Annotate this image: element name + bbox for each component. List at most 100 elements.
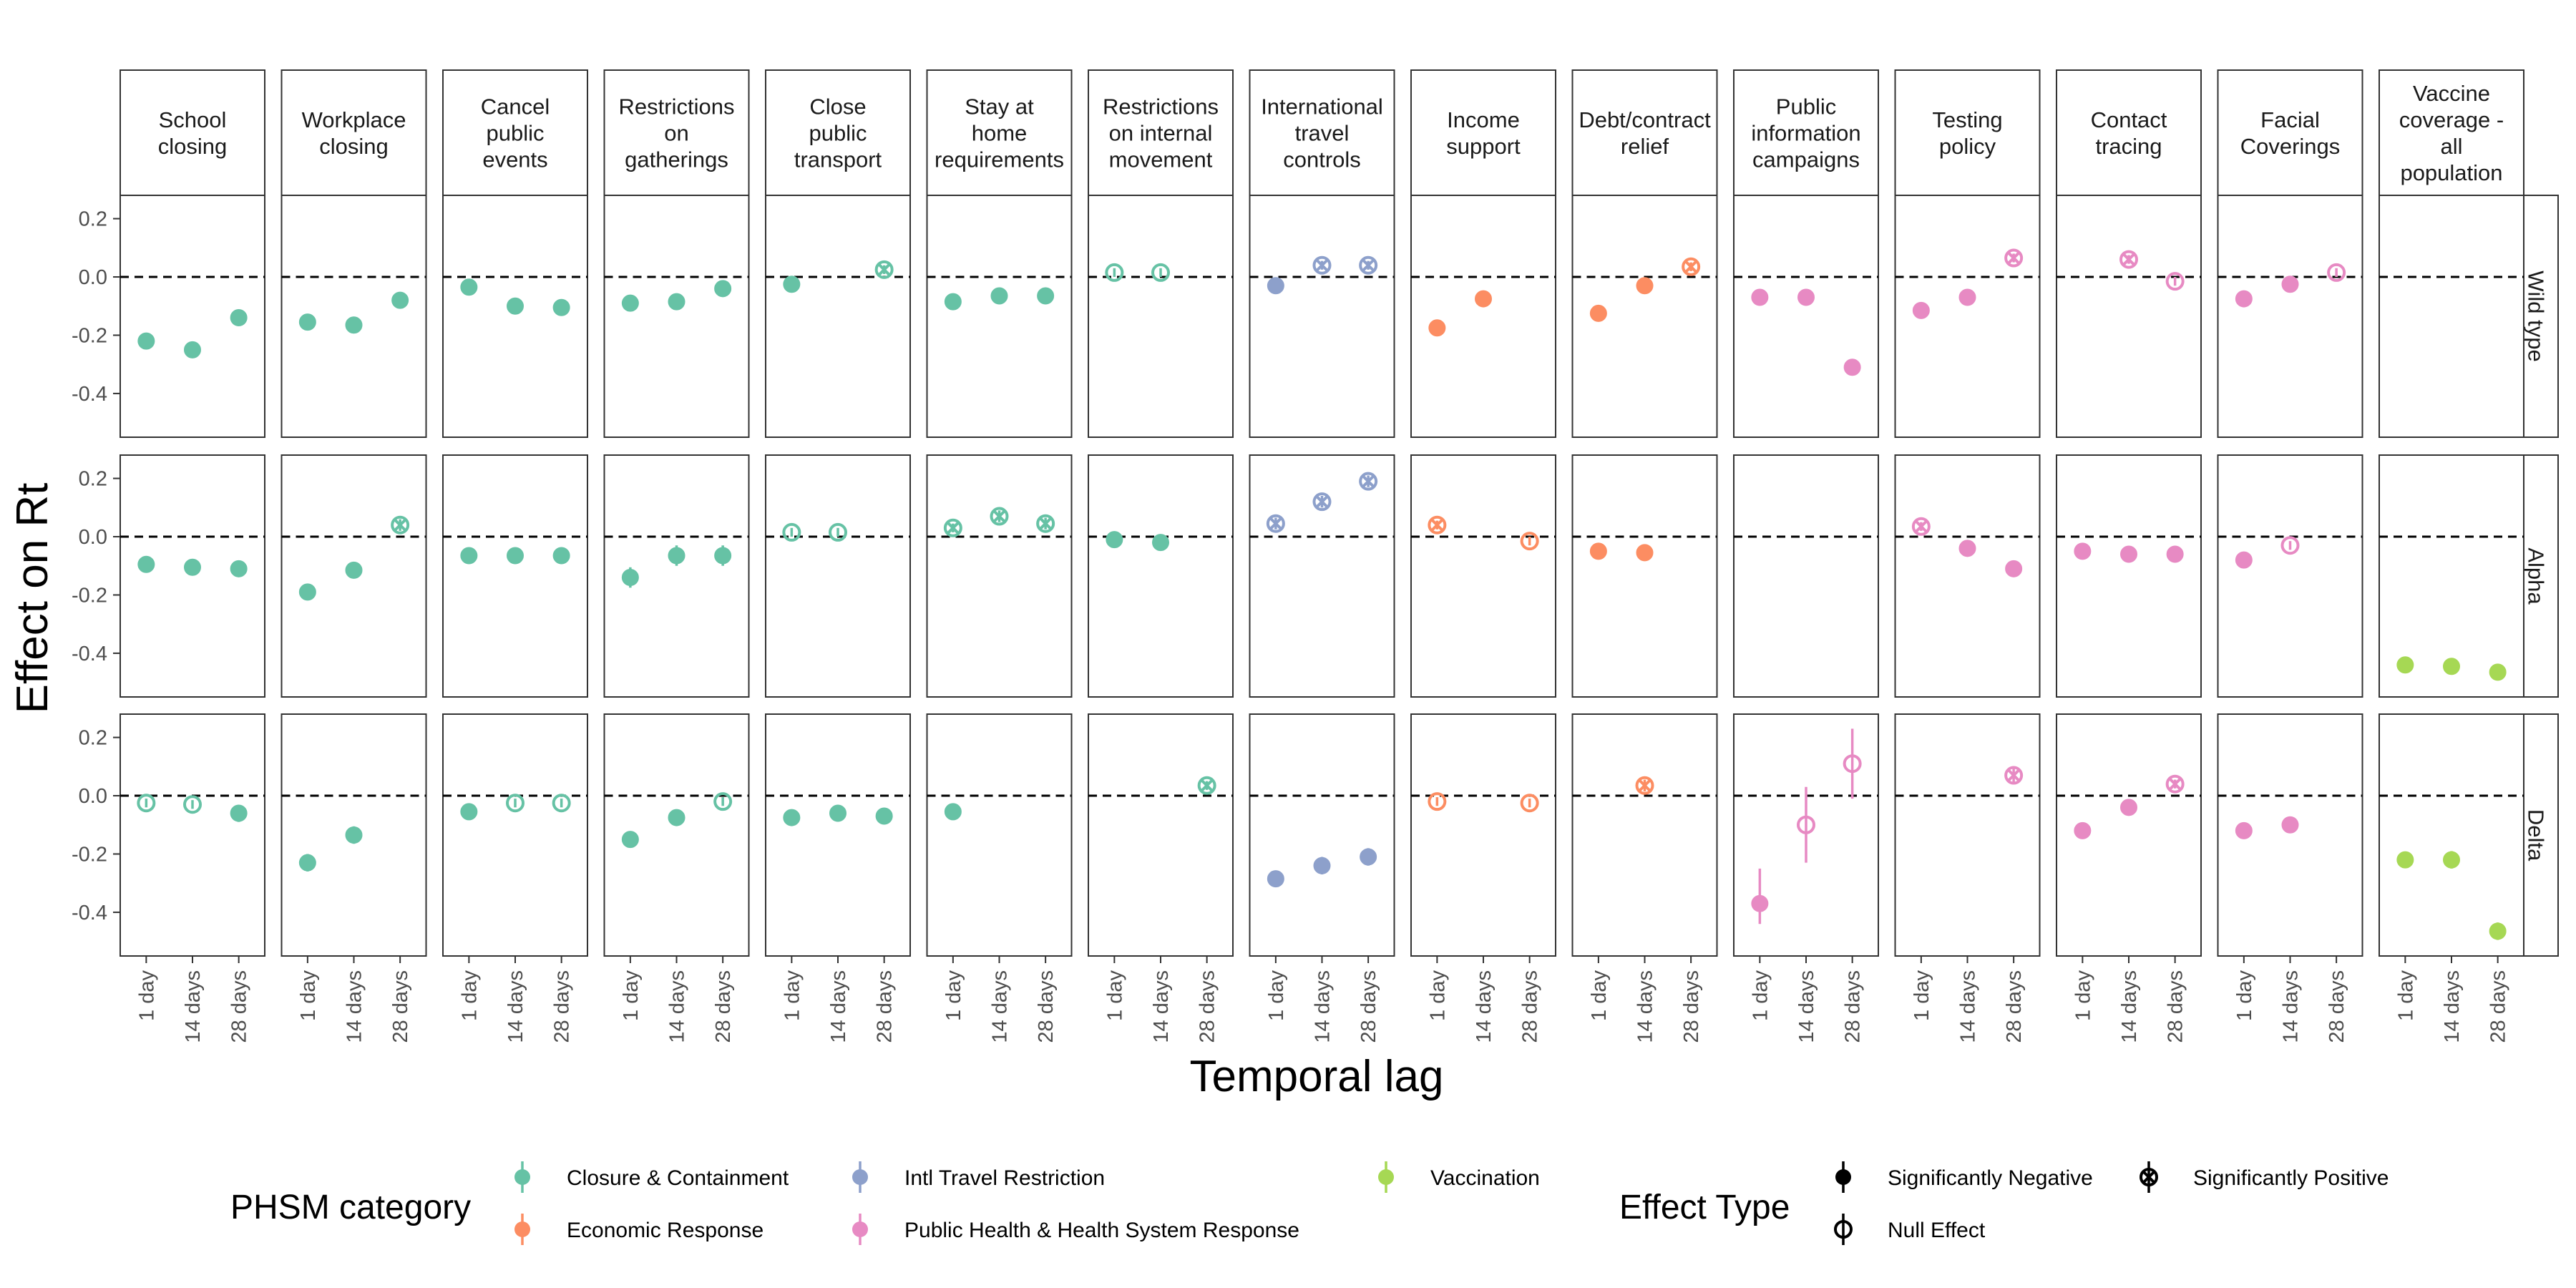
data-point bbox=[621, 567, 639, 588]
point-marker bbox=[668, 809, 686, 826]
point-marker bbox=[782, 522, 801, 542]
point-marker bbox=[507, 547, 524, 565]
legend-category-label: Closure & Containment bbox=[567, 1166, 789, 1190]
point-marker bbox=[713, 792, 733, 811]
point-marker bbox=[2004, 766, 2024, 785]
strip-label: closing bbox=[319, 134, 389, 159]
point-marker bbox=[1636, 277, 1654, 295]
strip-label: policy bbox=[1939, 134, 1996, 159]
point-cross bbox=[946, 521, 960, 535]
x-tick-label: 1 day bbox=[942, 970, 965, 1021]
strip-box-6 bbox=[1088, 69, 1234, 196]
x-tick-label: 14 days bbox=[504, 970, 527, 1043]
legend-effect-label: Null Effect bbox=[1888, 1219, 1986, 1242]
point-marker bbox=[1359, 255, 1378, 275]
point-marker bbox=[1152, 534, 1169, 552]
point-marker bbox=[2281, 275, 2299, 293]
x-tick-label: 28 days bbox=[1680, 970, 1703, 1043]
data-point bbox=[2281, 816, 2299, 834]
y-tick-label: -0.2 bbox=[72, 843, 107, 866]
y-tick-label: -0.4 bbox=[72, 902, 107, 924]
data-point bbox=[990, 287, 1008, 305]
point-marker bbox=[184, 558, 201, 576]
panel-border bbox=[1733, 454, 1879, 698]
data-point bbox=[1151, 263, 1170, 282]
point-marker bbox=[1589, 542, 1607, 560]
x-tick-label: 28 days bbox=[228, 970, 251, 1043]
x-tick-label: 14 days bbox=[1634, 970, 1657, 1043]
legend-key-point bbox=[852, 1221, 868, 1237]
legend-effect-title: Effect Type bbox=[1619, 1189, 1790, 1226]
panel-1-5 bbox=[926, 454, 1073, 698]
data-point bbox=[460, 547, 478, 565]
panel-1-7 bbox=[1249, 454, 1395, 698]
data-point bbox=[184, 558, 201, 576]
point-marker bbox=[345, 561, 363, 579]
point-marker bbox=[874, 260, 894, 279]
strip-label: Debt/contract bbox=[1579, 107, 1711, 132]
x-tick-label: 1 day bbox=[2072, 970, 2094, 1021]
panel-0-13 bbox=[2217, 195, 2363, 438]
legend-category-label: Public Health & Health System Response bbox=[904, 1219, 1299, 1242]
strip-box-7 bbox=[1249, 69, 1395, 196]
data-point bbox=[345, 826, 363, 844]
y-tick-label: 0.2 bbox=[79, 208, 107, 231]
strip-box-5 bbox=[926, 69, 1073, 196]
panel-1-8 bbox=[1410, 454, 1556, 698]
y-tick-label: -0.4 bbox=[72, 643, 107, 665]
panel-border bbox=[1571, 713, 1718, 957]
point-marker bbox=[507, 297, 524, 315]
data-point bbox=[345, 561, 363, 579]
data-point bbox=[2166, 545, 2184, 563]
data-point bbox=[668, 293, 686, 311]
point-cross bbox=[1200, 779, 1214, 793]
panel-1-11 bbox=[1894, 454, 2041, 698]
panel-border bbox=[926, 454, 1073, 698]
data-point bbox=[1751, 868, 1769, 924]
point-marker bbox=[2281, 816, 2299, 834]
data-point bbox=[2327, 263, 2346, 282]
data-point bbox=[621, 831, 639, 849]
data-point bbox=[1589, 542, 1607, 560]
legend-key-point bbox=[1834, 1220, 1853, 1239]
panel-0-14 bbox=[2379, 195, 2524, 438]
y-tick-label: 0.2 bbox=[79, 727, 107, 750]
data-point bbox=[1359, 255, 1378, 275]
data-point bbox=[2235, 551, 2253, 569]
strip-label: all bbox=[2440, 134, 2462, 159]
legend-item-effect: Significantly Positive bbox=[2140, 1161, 2389, 1193]
data-point bbox=[1635, 776, 1654, 795]
data-point bbox=[1428, 319, 1446, 337]
x-tick-label: 1 day bbox=[2394, 970, 2417, 1021]
point-marker bbox=[1797, 815, 1815, 834]
data-point bbox=[298, 854, 316, 872]
point-marker bbox=[2165, 272, 2185, 291]
point-marker bbox=[2074, 821, 2092, 839]
point-marker bbox=[875, 807, 893, 825]
data-point bbox=[2235, 821, 2253, 839]
strip-label: transport bbox=[794, 147, 882, 172]
data-point bbox=[1360, 848, 1377, 866]
x-tick-label: 1 day bbox=[297, 970, 320, 1021]
panel-border bbox=[1894, 713, 2041, 957]
point-marker bbox=[391, 291, 409, 309]
legend-category-title: PHSM category bbox=[230, 1189, 471, 1226]
data-point bbox=[1911, 517, 1931, 536]
data-point bbox=[137, 555, 155, 573]
point-marker bbox=[345, 826, 363, 844]
data-point bbox=[621, 294, 639, 312]
point-marker bbox=[1911, 517, 1931, 536]
panel-2-11 bbox=[1894, 713, 2041, 957]
panel-1-12 bbox=[2056, 454, 2202, 698]
panel-2-0 bbox=[119, 713, 265, 957]
strip-label: public bbox=[487, 121, 545, 146]
panel-1-6 bbox=[1088, 454, 1234, 698]
legend-key-cross bbox=[2142, 1170, 2156, 1184]
panel-0-1 bbox=[280, 195, 427, 438]
strip-label: Income bbox=[1447, 107, 1520, 132]
point-marker bbox=[1843, 358, 1861, 376]
x-tick-label: 28 days bbox=[389, 970, 412, 1043]
point-marker bbox=[230, 804, 248, 822]
point-marker bbox=[1636, 544, 1654, 562]
point-marker bbox=[1197, 776, 1216, 795]
